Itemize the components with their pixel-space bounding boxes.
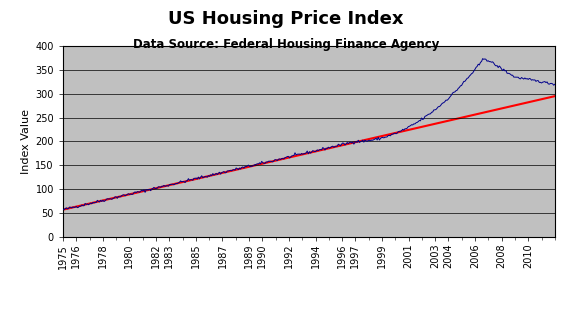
Text: Data Source: Federal Housing Finance Agency: Data Source: Federal Housing Finance Age… [133,38,439,51]
Text: US Housing Price Index: US Housing Price Index [168,10,404,28]
Y-axis label: Index Value: Index Value [21,109,31,174]
